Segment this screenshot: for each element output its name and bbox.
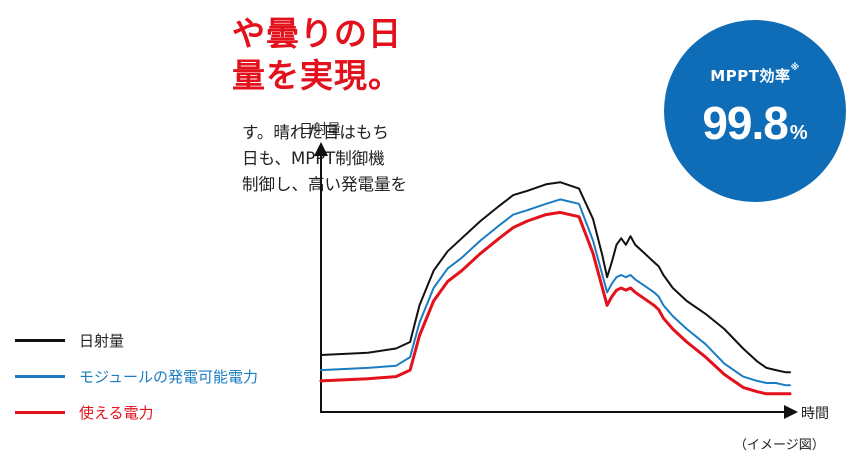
body-text: す。晴れた日はもち 日も、MPPT制御機 制御し、高い発電量を (242, 120, 407, 198)
legend-swatch-blue (15, 374, 65, 378)
mppt-efficiency-badge: MPPT効率※ 99.8% (664, 20, 846, 202)
legend-item-solar-radiation: 日射量 (15, 322, 258, 358)
illustration-note: （イメージ図） (734, 438, 825, 453)
note-mark: ※ (790, 63, 800, 73)
x-axis-arrow (784, 405, 798, 419)
badge-label: MPPT効率※ (664, 63, 846, 86)
headline-line-1: や曇りの日 (232, 14, 402, 53)
chart-legend: 日射量 モジュールの発電可能電力 使える電力 (15, 322, 258, 430)
legend-label: 使える電力 (79, 403, 154, 422)
body-text-line-1: す。晴れた日はもち (242, 123, 389, 142)
series-line-module-power (320, 198, 791, 387)
legend-item-module-power: モジュールの発電可能電力 (15, 358, 258, 394)
badge-label-text: MPPT効率 (710, 67, 791, 85)
y-axis-label: 日射量 (299, 122, 341, 138)
legend-label: 日射量 (79, 331, 125, 350)
badge-value-unit: % (789, 122, 808, 144)
badge-value: 99.8% (664, 96, 846, 150)
series-line-solar-radiation (320, 181, 791, 374)
y-axis-arrow (314, 142, 328, 156)
headline-line-2: 量を実現。 (232, 56, 402, 95)
legend-item-usable-power: 使える電力 (15, 394, 258, 430)
series-line-usable-power (319, 210, 792, 396)
body-text-line-2: 日も、MPPT制御機 (242, 149, 385, 168)
legend-swatch-black (15, 338, 65, 342)
headline: や曇りの日 量を実現。 (232, 14, 402, 98)
badge-value-number: 99.8 (702, 97, 789, 149)
legend-label: モジュールの発電可能電力 (79, 367, 258, 386)
x-axis-label: 時間 (801, 406, 829, 422)
series-group (319, 181, 792, 396)
body-text-line-3: 制御し、高い発電量を (242, 175, 407, 194)
legend-swatch-red (15, 410, 65, 414)
